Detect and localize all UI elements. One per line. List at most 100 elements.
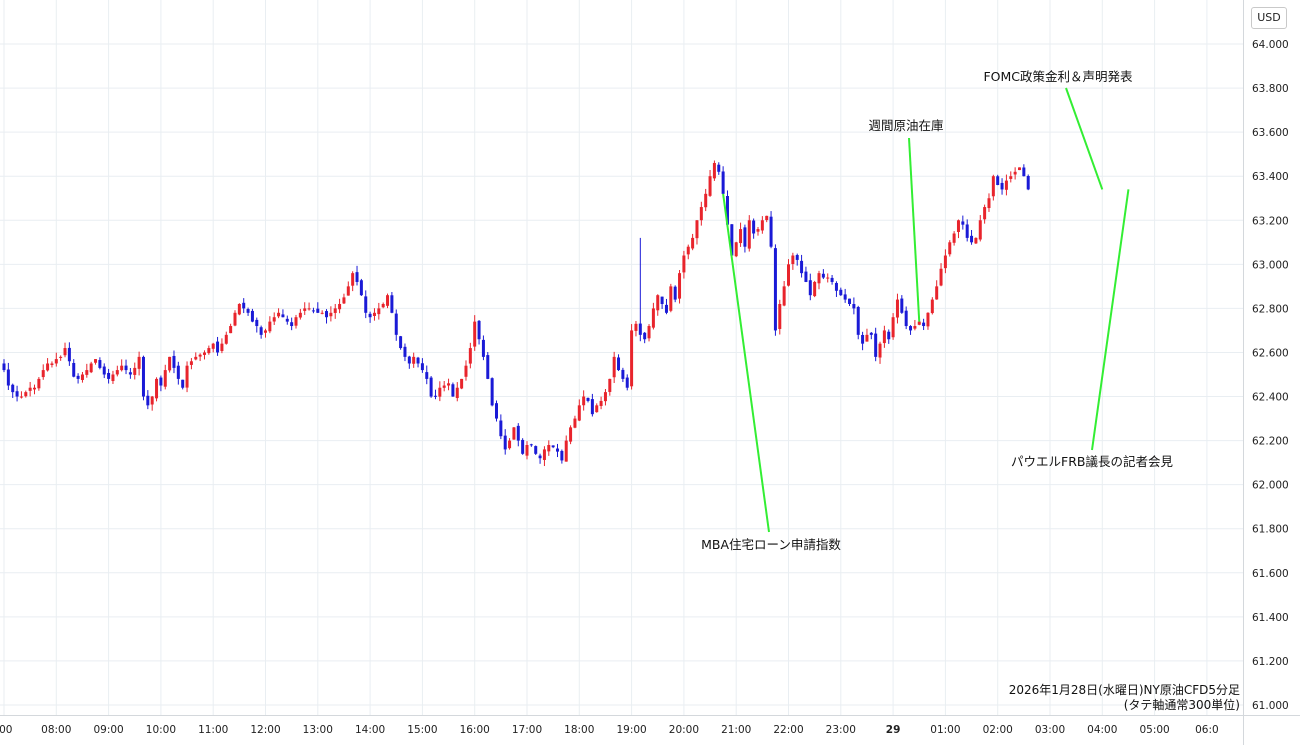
candle-body — [935, 286, 939, 300]
candle-body — [773, 248, 777, 331]
candle-body — [120, 365, 124, 371]
candle-body — [425, 372, 429, 379]
candle-body — [817, 273, 821, 284]
candle-body — [420, 363, 424, 371]
candle-body — [15, 391, 19, 397]
candle-body — [882, 330, 886, 344]
annotation-label: FOMC政策金利＆声明発表 — [983, 69, 1133, 84]
candle-body — [220, 343, 224, 352]
candle-body — [107, 372, 111, 379]
candle-body — [94, 359, 98, 363]
y-tick-label: 63.200 — [1252, 215, 1289, 227]
annotation-line — [908, 137, 921, 322]
candle-body — [521, 439, 525, 454]
candle-body — [98, 360, 102, 368]
candle-body — [11, 384, 15, 393]
candle-body — [708, 176, 712, 196]
candle-body — [878, 343, 882, 358]
candle-body — [290, 322, 294, 327]
currency-button[interactable]: USD — [1251, 7, 1287, 29]
candle-body — [556, 448, 560, 452]
candle-body — [50, 363, 54, 365]
grid-lines — [0, 0, 1243, 715]
x-tick-label: :00 — [0, 724, 12, 736]
candle-body — [900, 298, 904, 313]
candle-body — [730, 224, 734, 256]
y-tick-label: 63.000 — [1252, 259, 1289, 271]
candle-body — [848, 298, 852, 304]
candles — [2, 160, 1030, 467]
candle-body — [499, 420, 503, 437]
candle-body — [111, 374, 115, 382]
candle-body — [141, 356, 145, 397]
caption-line-1: 2026年1月28日(水曜日)NY原油CFD5分足 — [1009, 683, 1240, 697]
candle-body — [787, 264, 790, 286]
candle-body — [1017, 167, 1021, 171]
x-tick-label: 23:00 — [826, 724, 856, 736]
candle-body — [865, 334, 869, 342]
candle-body — [172, 355, 176, 368]
candle-body — [704, 193, 708, 208]
y-tick-label: 61.600 — [1252, 568, 1289, 580]
candle-body — [734, 242, 738, 257]
candle-body — [394, 313, 398, 335]
candle-body — [547, 445, 551, 452]
candle-body — [516, 425, 520, 441]
candle-body — [490, 378, 494, 406]
candle-body — [189, 361, 193, 365]
y-tick-label: 63.600 — [1252, 127, 1289, 139]
candle-body — [625, 377, 629, 388]
candle-body — [386, 295, 390, 306]
candle-body — [1000, 182, 1004, 190]
y-tick-label: 61.200 — [1252, 656, 1289, 668]
x-tick-label: 09:00 — [93, 724, 123, 736]
x-tick-label: 12:00 — [250, 724, 280, 736]
candle-body — [586, 397, 590, 401]
candle-body — [595, 405, 599, 413]
candle-body — [682, 255, 686, 273]
candle-body — [194, 356, 198, 360]
x-tick-label: 05:00 — [1139, 724, 1169, 736]
candle-body — [760, 220, 764, 231]
candle-body — [67, 347, 71, 362]
candle-body — [987, 198, 991, 209]
candle-body — [913, 326, 917, 329]
candle-body — [455, 387, 459, 399]
candle-body — [41, 370, 45, 378]
candle-body — [712, 162, 716, 179]
candle-body — [403, 346, 407, 357]
candle-body — [272, 317, 276, 322]
y-tick-label: 62.800 — [1252, 303, 1289, 315]
candle-body — [207, 348, 211, 354]
candle-body — [198, 354, 202, 357]
candle-body — [895, 299, 899, 318]
candle-body — [28, 387, 32, 391]
candle-body — [582, 396, 586, 406]
candle-body — [869, 332, 873, 335]
candle-body — [416, 357, 420, 364]
candle-body — [961, 221, 965, 225]
candle-body — [891, 317, 895, 338]
candle-body — [460, 378, 464, 389]
x-tick-label: 29 — [886, 724, 901, 736]
candle-body — [294, 317, 298, 326]
x-tick-label: 13:00 — [303, 724, 333, 736]
candle-body — [782, 286, 786, 306]
candle-body — [281, 314, 285, 318]
candle-body — [150, 396, 154, 405]
x-tick-label: 19:00 — [616, 724, 646, 736]
candle-body — [843, 294, 847, 300]
candle-body — [486, 355, 490, 379]
candle-body — [285, 318, 289, 322]
candle-body — [747, 220, 751, 249]
candle-body — [390, 295, 394, 313]
candle-body — [965, 224, 969, 238]
candle-body — [342, 297, 346, 304]
candle-body — [699, 207, 703, 221]
candle-body — [146, 395, 150, 406]
candle-body — [325, 311, 329, 318]
x-tick-label: 10:00 — [146, 724, 176, 736]
annotation-label: 週間原油在庫 — [868, 118, 943, 133]
x-tick-label: 11:00 — [198, 724, 228, 736]
